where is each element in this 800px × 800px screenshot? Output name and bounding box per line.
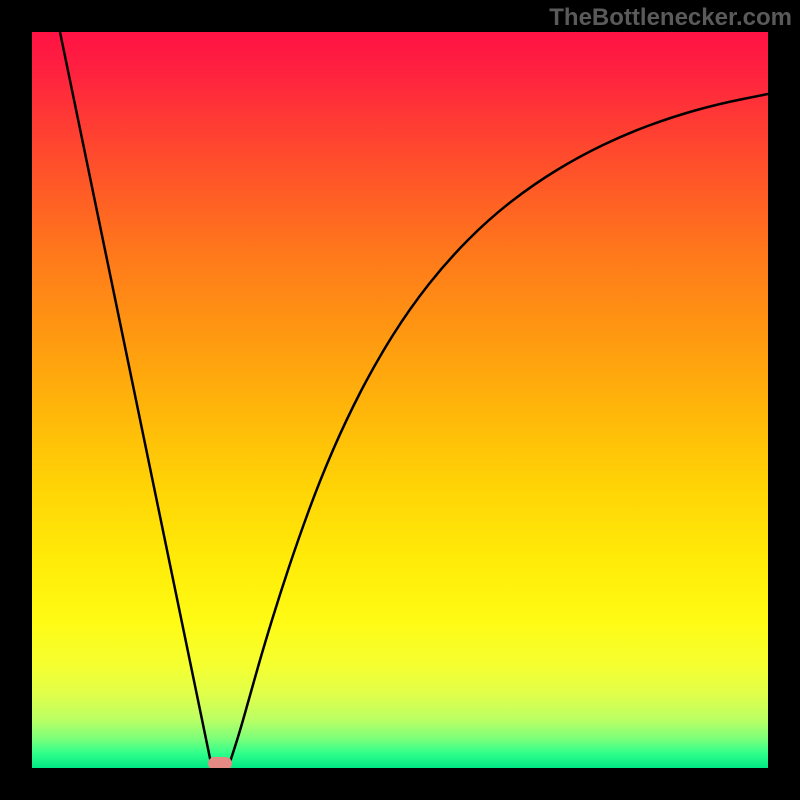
chart-container: TheBottlenecker.com: [0, 0, 800, 800]
bottleneck-curve: [32, 32, 768, 768]
curve-left-branch: [60, 32, 212, 768]
plot-area: [32, 32, 768, 768]
optimum-marker: [208, 757, 232, 769]
watermark-text: TheBottlenecker.com: [549, 4, 792, 32]
curve-right-branch: [228, 94, 768, 768]
